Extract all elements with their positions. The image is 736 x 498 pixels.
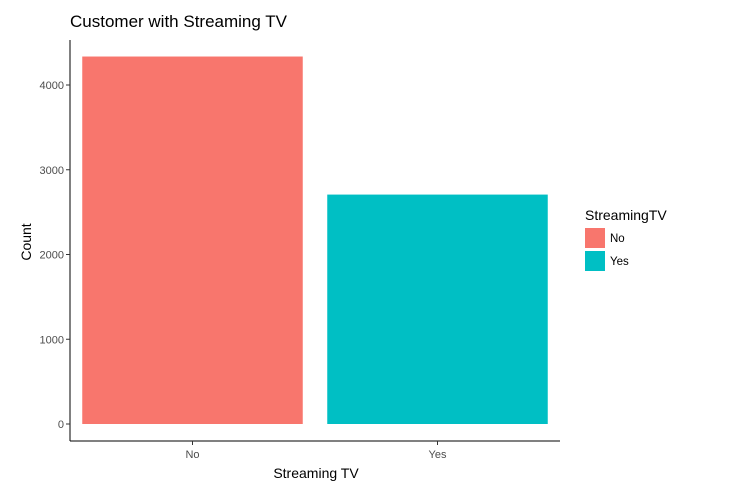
- legend-key-no: [585, 228, 605, 248]
- legend-title: StreamingTV: [585, 207, 667, 223]
- legend-label-yes: Yes: [610, 256, 629, 268]
- x-tick-label: Yes: [429, 449, 447, 461]
- bar-yes: [327, 194, 548, 424]
- y-tick-label: 1000: [40, 334, 64, 346]
- y-tick-label: 2000: [40, 250, 64, 262]
- x-axis-title: Streaming TV: [273, 465, 359, 481]
- y-tick-label: 3000: [40, 165, 64, 177]
- bar-no: [82, 56, 303, 425]
- legend: StreamingTV No Yes: [585, 207, 667, 271]
- y-axis-title: Count: [18, 223, 34, 260]
- legend-label-no: No: [610, 233, 625, 245]
- y-tick-label: 4000: [40, 80, 64, 92]
- plot-area: 0 1000 2000 3000 4000 No Yes: [40, 40, 560, 461]
- chart-title: Customer with Streaming TV: [70, 12, 288, 31]
- y-tick-label: 0: [58, 419, 64, 431]
- legend-key-yes: [585, 251, 605, 271]
- x-tick-label: No: [185, 449, 199, 461]
